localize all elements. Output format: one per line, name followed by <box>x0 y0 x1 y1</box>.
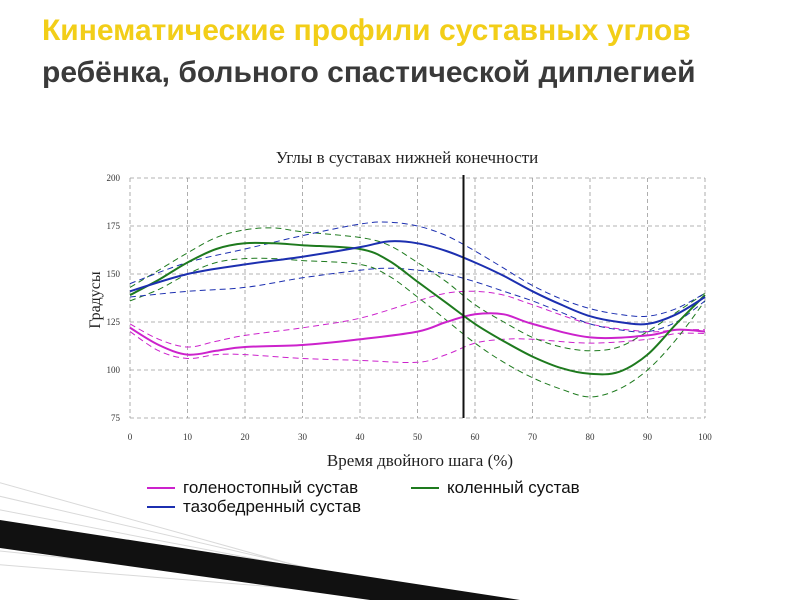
slide-title: Кинематические профили суставных углов р… <box>42 10 762 94</box>
grid <box>129 177 706 419</box>
y-tick-label: 125 <box>107 317 121 327</box>
y-tick-label: 200 <box>107 173 121 183</box>
series-hip-upper-bound <box>129 221 706 318</box>
series-hip-mean-line <box>129 240 706 326</box>
y-axis-label: Градусы <box>87 271 104 329</box>
chart-title: Углы в суставах нижней конечности <box>276 148 538 167</box>
x-tick-label: 20 <box>241 432 251 442</box>
y-tick-label: 175 <box>107 221 121 231</box>
tick-labels: 0 10 20 30 40 50 60 70 80 90 100 75 100 125 150 175 200 <box>107 173 713 442</box>
y-tick-label: 100 <box>107 365 121 375</box>
x-tick-label: 60 <box>471 432 481 442</box>
series-bands <box>129 221 706 398</box>
y-tick-label: 150 <box>107 269 121 279</box>
series-knee-lower-bound <box>129 257 706 398</box>
y-tick-label: 75 <box>111 413 121 423</box>
series-lines <box>129 240 706 376</box>
x-tick-label: 80 <box>586 432 596 442</box>
legend-swatch-knee <box>411 487 439 489</box>
legend-swatch-hip <box>147 506 175 508</box>
x-tick-label: 30 <box>298 432 308 442</box>
x-tick-label: 90 <box>643 432 653 442</box>
x-tick-label: 10 <box>183 432 193 442</box>
series-knee-mean-line <box>129 241 706 376</box>
slide-title-highlight: Кинематические профили суставных углов <box>42 14 691 47</box>
legend-label-ankle: голеностопный сустав <box>183 478 359 497</box>
slide-title-rest: ребёнка, больного спастической диплегией <box>42 56 696 89</box>
series-ankle-upper-bound <box>129 290 706 348</box>
x-tick-label: 100 <box>698 432 712 442</box>
chart-legend: голеностопный сустав коленный сустав таз… <box>133 470 657 516</box>
legend-swatch-ankle <box>147 487 175 489</box>
x-tick-label: 0 <box>128 432 133 442</box>
x-tick-label: 70 <box>528 432 538 442</box>
legend-label-hip: тазобедренный сустав <box>183 497 361 516</box>
x-tick-label: 40 <box>356 432 366 442</box>
series-ankle-mean-line <box>129 312 706 356</box>
x-tick-label: 50 <box>413 432 423 442</box>
x-axis-label: Время двойного шага (%) <box>327 451 513 470</box>
legend-label-knee: коленный сустав <box>447 478 580 497</box>
series-ankle-lower-bound <box>129 331 706 364</box>
stripe-dark <box>0 520 520 600</box>
